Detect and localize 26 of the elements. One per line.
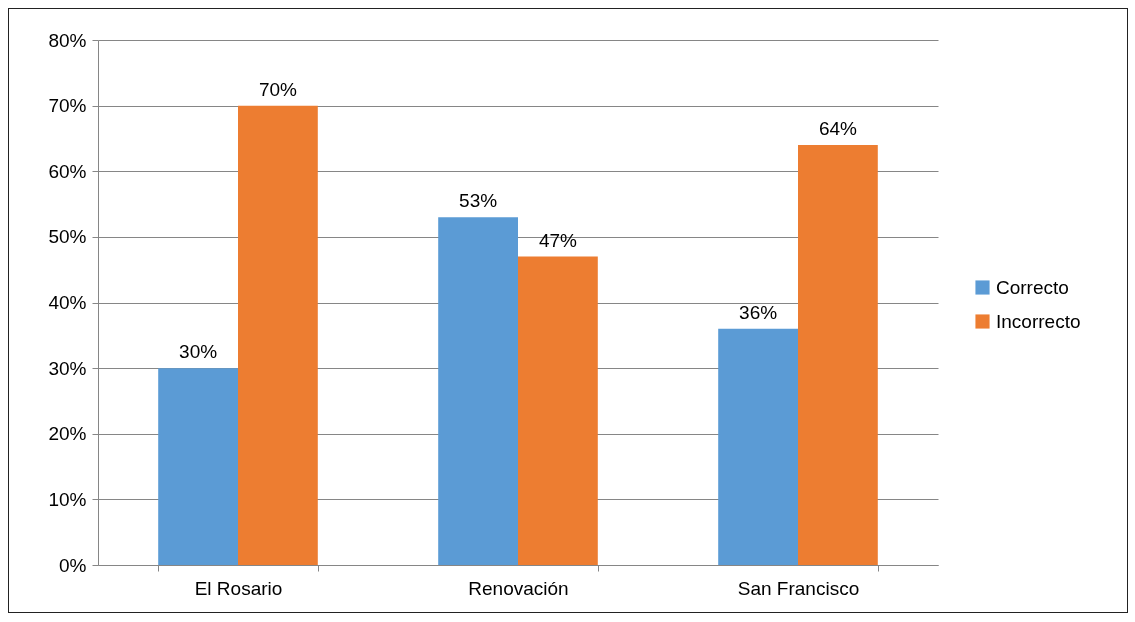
data-label: 53% <box>459 190 498 212</box>
y-tick-label: 0% <box>59 554 87 576</box>
data-label: 36% <box>739 301 778 323</box>
bar <box>518 256 598 565</box>
data-label: 30% <box>179 341 218 363</box>
y-tick-label: 50% <box>48 226 87 248</box>
bar <box>158 368 238 565</box>
x-tick-label: San Francisco <box>737 577 860 599</box>
data-label: 64% <box>818 118 858 139</box>
legend-label: Correcto <box>996 276 1069 298</box>
y-tick-label: 20% <box>48 423 87 445</box>
y-tick-label: 80% <box>48 29 87 51</box>
y-tick-label: 60% <box>48 160 87 182</box>
x-tick-label: El Rosario <box>194 577 283 599</box>
y-tick-label: 40% <box>48 292 87 313</box>
bar <box>238 105 318 565</box>
bar <box>718 328 798 565</box>
bar <box>438 217 518 565</box>
y-tick-label: 70% <box>48 95 87 117</box>
x-tick-label: Renovación <box>468 577 569 599</box>
y-tick-label: 30% <box>48 357 87 379</box>
data-label: 70% <box>258 78 298 100</box>
bar <box>798 145 878 565</box>
y-tick-label: 10% <box>48 488 87 510</box>
legend-label: Incorrecto <box>996 310 1081 332</box>
data-label: 47% <box>538 229 578 251</box>
